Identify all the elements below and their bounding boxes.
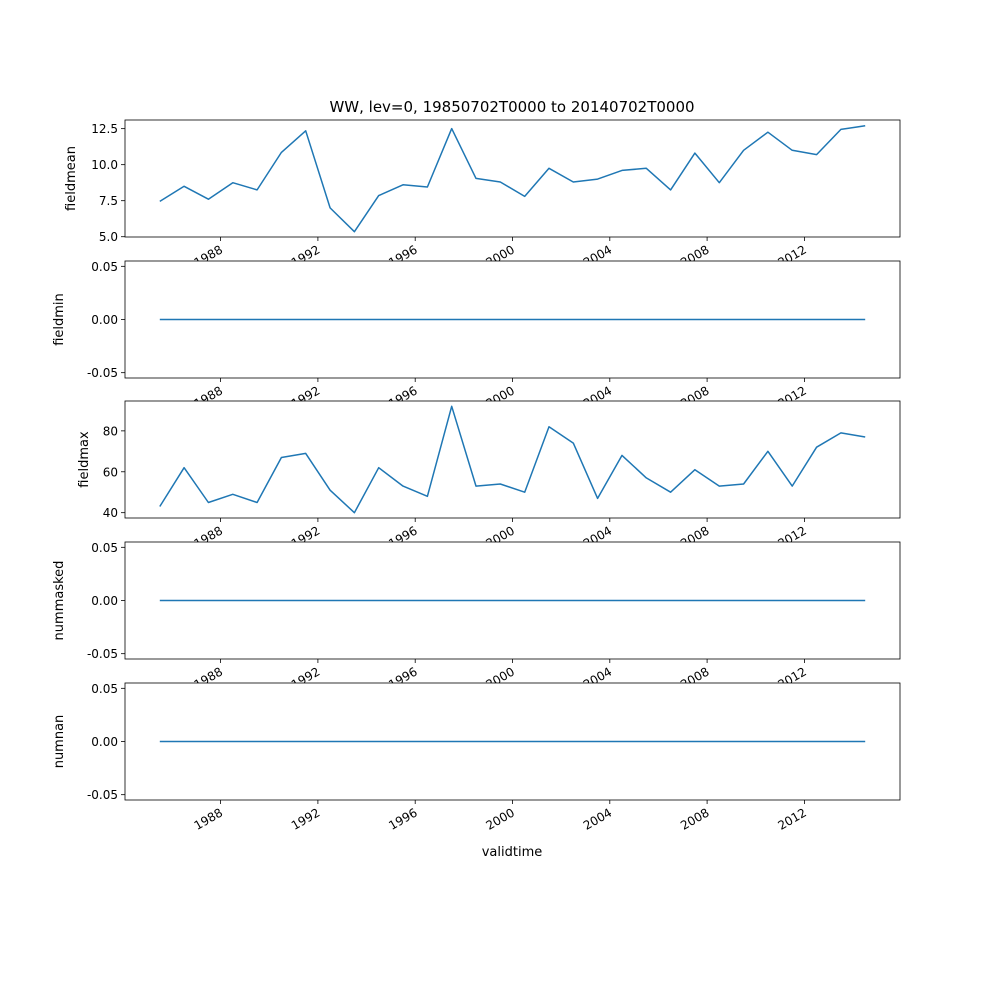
plot-area	[125, 120, 900, 237]
x-tick-label: 2000	[484, 805, 517, 832]
x-tick-label: 2012	[775, 805, 808, 832]
y-tick-label: 80	[103, 424, 118, 438]
x-tick-label: 1988	[192, 805, 225, 832]
x-tick-label: 2008	[678, 805, 711, 832]
y-tick-label: 5.0	[99, 230, 118, 244]
x-tick-label: 1992	[289, 805, 322, 832]
panel-numnan: -0.05 0.00 0.05 1988 1992 1996 2000 2004 2008 201…	[52, 682, 900, 833]
y-tick-label: -0.05	[87, 366, 118, 380]
y-tick-label: -0.05	[87, 788, 118, 802]
y-axis-label: numnan	[52, 715, 67, 769]
x-tick-label: 1996	[386, 805, 419, 832]
y-tick-label: 12.5	[91, 122, 118, 136]
y-axis-label: fieldmax	[77, 431, 92, 488]
y-tick-label: 7.5	[99, 194, 118, 208]
y-tick-label: 60	[103, 465, 118, 479]
y-tick-label: 0.05	[91, 541, 118, 555]
y-tick-label: -0.05	[87, 647, 118, 661]
y-axis-label: nummasked	[52, 561, 67, 641]
y-tick-label: 0.05	[91, 682, 118, 696]
y-tick-label: 0.00	[91, 313, 118, 327]
y-axis-label: fieldmean	[64, 146, 79, 211]
y-tick-label: 0.05	[91, 260, 118, 274]
y-tick-label: 40	[103, 506, 118, 520]
x-tick-label: 2004	[581, 805, 614, 832]
y-tick-label: 10.0	[91, 158, 118, 172]
y-tick-label: 0.00	[91, 594, 118, 608]
y-axis-label: fieldmin	[52, 293, 67, 346]
y-tick-label: 0.00	[91, 735, 118, 749]
x-axis-label: validtime	[482, 845, 543, 860]
plot-area	[125, 401, 900, 518]
chart-title: WW, lev=0, 19850702T0000 to 20140702T000…	[329, 98, 694, 116]
